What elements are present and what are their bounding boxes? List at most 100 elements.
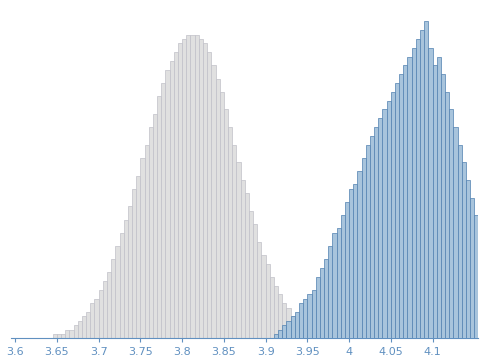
Bar — [253, 224, 257, 338]
Bar — [282, 325, 287, 338]
Bar — [245, 193, 249, 338]
Bar — [274, 286, 278, 338]
Bar — [387, 101, 391, 338]
Bar — [74, 325, 78, 338]
Bar — [320, 334, 324, 338]
Bar — [324, 259, 328, 338]
Bar — [124, 220, 128, 338]
Bar — [115, 246, 120, 338]
Bar — [212, 65, 215, 338]
Bar — [449, 110, 454, 338]
Bar — [287, 307, 290, 338]
Bar — [457, 145, 462, 338]
Bar — [232, 145, 236, 338]
Bar — [307, 294, 312, 338]
Bar — [320, 268, 324, 338]
Bar — [166, 70, 169, 338]
Bar — [424, 21, 428, 338]
Bar — [299, 325, 303, 338]
Bar — [99, 290, 103, 338]
Bar — [333, 233, 336, 338]
Bar — [454, 127, 457, 338]
Bar — [86, 312, 91, 338]
Bar — [228, 127, 232, 338]
Bar — [290, 317, 295, 338]
Bar — [336, 228, 341, 338]
Bar — [149, 127, 153, 338]
Bar — [257, 241, 261, 338]
Bar — [145, 145, 149, 338]
Bar — [215, 79, 220, 338]
Bar — [136, 175, 140, 338]
Bar — [182, 39, 186, 338]
Bar — [278, 294, 282, 338]
Bar — [266, 264, 270, 338]
Bar — [312, 334, 316, 338]
Bar — [378, 118, 382, 338]
Bar — [474, 215, 479, 338]
Bar — [466, 180, 470, 338]
Bar — [437, 57, 441, 338]
Bar — [65, 330, 69, 338]
Bar — [157, 96, 161, 338]
Bar — [61, 334, 65, 338]
Bar — [408, 57, 412, 338]
Bar — [299, 303, 303, 338]
Bar — [111, 259, 115, 338]
Bar — [374, 127, 378, 338]
Bar — [78, 321, 82, 338]
Bar — [203, 44, 207, 338]
Bar — [312, 290, 316, 338]
Bar — [186, 34, 191, 338]
Bar — [416, 39, 420, 338]
Bar — [328, 246, 333, 338]
Bar — [441, 74, 445, 338]
Bar — [207, 52, 212, 338]
Bar — [295, 321, 299, 338]
Bar — [316, 334, 320, 338]
Bar — [433, 65, 437, 338]
Bar — [128, 206, 132, 338]
Bar — [224, 110, 228, 338]
Bar — [241, 180, 245, 338]
Bar — [366, 145, 370, 338]
Bar — [357, 171, 362, 338]
Bar — [382, 110, 387, 338]
Bar — [153, 114, 157, 338]
Bar — [69, 330, 74, 338]
Bar — [91, 303, 94, 338]
Bar — [195, 34, 199, 338]
Bar — [107, 272, 111, 338]
Bar — [395, 83, 399, 338]
Bar — [307, 330, 312, 338]
Bar — [220, 92, 224, 338]
Bar — [270, 277, 274, 338]
Bar — [391, 92, 395, 338]
Bar — [370, 136, 374, 338]
Bar — [161, 83, 166, 338]
Bar — [261, 255, 266, 338]
Bar — [278, 330, 282, 338]
Bar — [353, 184, 357, 338]
Bar — [412, 48, 416, 338]
Bar — [169, 61, 174, 338]
Bar — [191, 34, 195, 338]
Bar — [399, 74, 403, 338]
Bar — [316, 277, 320, 338]
Bar — [428, 48, 433, 338]
Bar — [362, 158, 366, 338]
Bar — [178, 44, 182, 338]
Bar — [53, 334, 57, 338]
Bar — [341, 215, 345, 338]
Bar — [470, 197, 474, 338]
Bar — [303, 325, 307, 338]
Bar — [249, 211, 253, 338]
Bar — [236, 162, 241, 338]
Bar — [403, 65, 408, 338]
Bar — [132, 189, 136, 338]
Bar — [420, 30, 424, 338]
Bar — [287, 321, 290, 338]
Bar — [57, 334, 61, 338]
Bar — [82, 317, 86, 338]
Bar — [282, 303, 287, 338]
